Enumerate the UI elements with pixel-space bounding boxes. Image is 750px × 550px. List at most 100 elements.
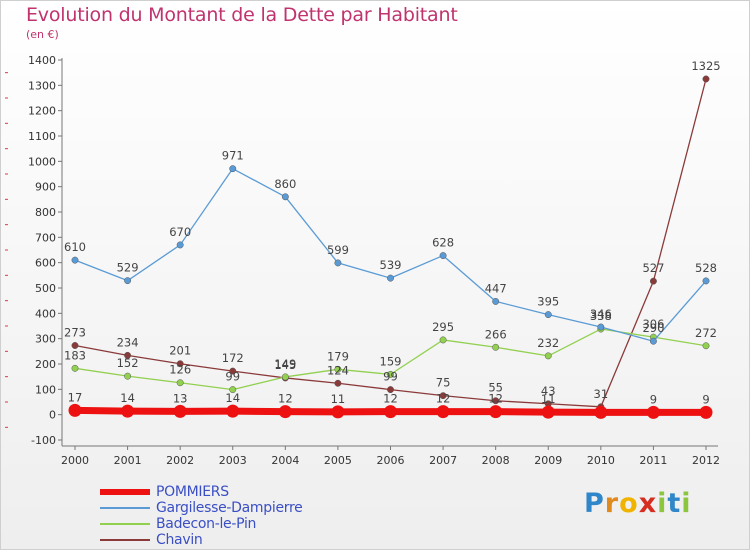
data-point [278, 405, 292, 419]
data-point [436, 405, 450, 419]
y-tick-label: 300 [35, 333, 56, 346]
data-point [331, 405, 345, 419]
data-label: 11 [331, 392, 346, 406]
y-tick-label: 0 [49, 409, 56, 422]
data-point [121, 404, 135, 418]
data-label: 99 [225, 370, 240, 384]
x-tick-label: 2005 [324, 454, 352, 467]
y-tick-label: 1000 [28, 155, 56, 168]
legend-swatch [100, 523, 150, 525]
data-point [226, 404, 240, 418]
y-tick-label: 1300 [28, 79, 56, 92]
data-point [649, 277, 657, 285]
data-label: 232 [537, 336, 559, 350]
data-label: 338 [590, 309, 612, 323]
data-label: 273 [64, 326, 86, 340]
data-label: 31 [594, 387, 609, 401]
data-point [702, 277, 710, 285]
y-tick-label: 700 [35, 231, 56, 244]
data-label: 183 [64, 348, 86, 362]
x-tick-label: 2004 [271, 454, 299, 467]
data-point [544, 311, 552, 319]
data-label: 670 [169, 225, 191, 239]
y-tick-label: 1400 [28, 54, 56, 67]
data-label: 126 [169, 363, 191, 377]
data-label: 43 [541, 384, 556, 398]
y-tick-label: 200 [35, 358, 56, 371]
x-tick-label: 2012 [692, 454, 720, 467]
data-label: 17 [68, 390, 83, 404]
data-point [489, 405, 503, 419]
data-point [699, 405, 713, 419]
data-label: 12 [383, 392, 398, 406]
data-point [281, 373, 289, 381]
data-label: 9 [650, 392, 657, 406]
data-label: 159 [380, 354, 402, 368]
data-point [71, 364, 79, 372]
data-label: 528 [695, 261, 717, 275]
data-label: 12 [278, 392, 293, 406]
x-tick-label: 2000 [61, 454, 89, 467]
data-point [71, 256, 79, 264]
x-tick-label: 2011 [639, 454, 667, 467]
data-label: 14 [120, 391, 135, 405]
y-tick-label: -100 [31, 434, 56, 447]
data-point [594, 405, 608, 419]
data-label: 152 [117, 356, 139, 370]
x-tick-label: 2002 [166, 454, 194, 467]
chart-title: Evolution du Montant de la Dette par Hab… [26, 4, 458, 26]
y-tick-label: 1100 [28, 130, 56, 143]
logo-letter: x [638, 488, 658, 519]
data-label: 306 [642, 317, 664, 331]
data-label: 290 [642, 321, 664, 335]
data-point [597, 323, 605, 331]
x-tick-label: 2006 [377, 454, 405, 467]
data-label: 346 [590, 307, 612, 321]
data-point [492, 343, 500, 351]
logo-letter: t [667, 488, 682, 519]
data-label: 860 [274, 177, 296, 191]
data-point [281, 193, 289, 201]
data-point [702, 342, 710, 350]
data-point [544, 352, 552, 360]
data-point [387, 386, 394, 394]
data-point [229, 367, 237, 375]
data-label: 1325 [691, 59, 720, 73]
logo-letter: P [584, 488, 605, 519]
data-point [492, 397, 500, 405]
data-point [124, 277, 132, 285]
data-point [387, 274, 394, 282]
data-label: 395 [537, 295, 559, 309]
data-point [229, 386, 237, 394]
data-label: 172 [222, 351, 244, 365]
logo-letter: o [619, 488, 639, 519]
data-point [649, 337, 657, 345]
data-label: 179 [327, 349, 349, 363]
data-point [124, 372, 132, 380]
data-point [387, 370, 394, 378]
data-label: 527 [642, 261, 664, 275]
data-label: 145 [274, 358, 296, 372]
data-point [176, 360, 184, 368]
y-tick-label: 600 [35, 257, 56, 270]
y-tick-label: 100 [35, 383, 56, 396]
data-label: 529 [117, 261, 139, 275]
data-label: 99 [383, 370, 398, 384]
data-point [229, 165, 237, 173]
data-label: 12 [436, 392, 451, 406]
y-tick-label: 400 [35, 307, 56, 320]
data-label: 272 [695, 326, 717, 340]
logo-letter: r [604, 488, 620, 519]
x-tick-label: 2009 [534, 454, 562, 467]
legend-label: Chavin [156, 532, 203, 548]
data-label: 539 [380, 258, 402, 272]
data-label: 971 [222, 149, 244, 163]
data-point [334, 365, 342, 373]
data-label: 55 [488, 381, 503, 395]
data-point [384, 405, 397, 419]
x-tick-label: 2003 [219, 454, 247, 467]
data-label: 266 [485, 327, 507, 341]
legend-swatch [100, 539, 150, 541]
data-label: 75 [436, 376, 451, 390]
data-point [439, 252, 447, 260]
